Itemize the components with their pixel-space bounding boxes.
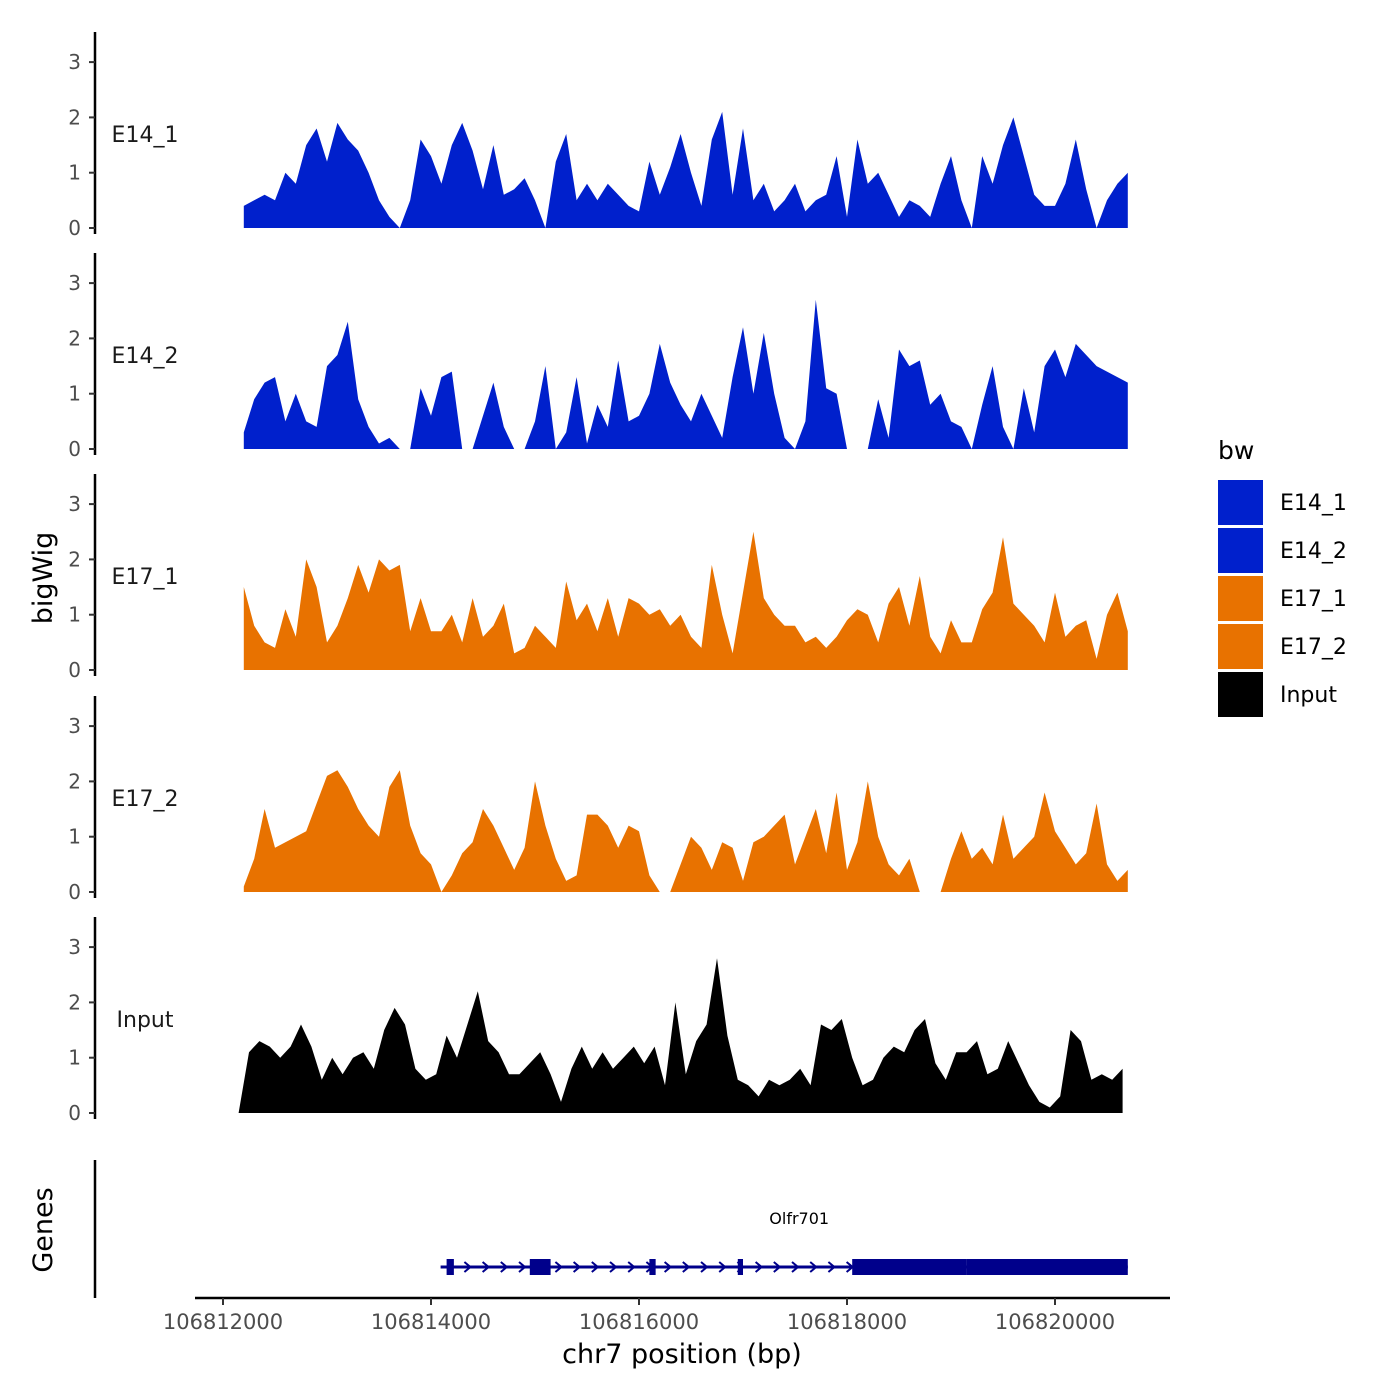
- y-tick-label: 1: [68, 1046, 81, 1070]
- track-label: Input: [117, 1008, 174, 1033]
- track-E17_2: 0 1 2 3 E17_2: [68, 696, 1128, 904]
- genes-axis-title: Genes: [28, 1187, 59, 1272]
- y-tick-label: 2: [68, 547, 81, 571]
- y-tick-label: 1: [68, 382, 81, 406]
- y-tick-label: 2: [68, 769, 81, 793]
- track-area-Input: [238, 958, 1123, 1113]
- legend-swatch-E17_2: [1218, 624, 1263, 669]
- legend-label: E14_1: [1280, 491, 1347, 516]
- y-tick-label: 0: [68, 437, 81, 461]
- y-tick-label: 1: [68, 161, 81, 185]
- x-tick-label: 106816000: [579, 1310, 699, 1334]
- legend-swatch-Input: [1218, 672, 1263, 717]
- track-E14_2: 0 1 2 3 E14_2: [68, 253, 1128, 461]
- strand-arrow: [791, 1261, 800, 1273]
- x-tick-label: 106814000: [371, 1310, 491, 1334]
- legend-label: E14_2: [1280, 539, 1347, 564]
- track-E17_1: 0 1 2 3 E17_1: [68, 474, 1128, 682]
- strand-arrow: [663, 1261, 673, 1273]
- y-tick-label: 1: [68, 825, 81, 849]
- y-axis-title: bigWig: [28, 532, 59, 625]
- strand-arrow: [591, 1261, 600, 1273]
- track-Input: 0 1 2 3 Input: [68, 917, 1123, 1125]
- y-tick-label: 3: [68, 50, 81, 74]
- strand-arrow: [554, 1261, 563, 1273]
- y-tick-label: 2: [68, 105, 81, 129]
- legend-title: bw: [1218, 436, 1254, 465]
- strand-arrow: [518, 1261, 527, 1273]
- gene-exon: [852, 1259, 967, 1275]
- track-E14_1: 0 1 2 3 E14_1: [68, 32, 1128, 240]
- track-label: E14_2: [112, 344, 179, 369]
- strand-arrow: [809, 1261, 818, 1273]
- y-tick-label: 1: [68, 603, 81, 627]
- y-tick-label: 2: [68, 990, 81, 1014]
- strand-arrow: [682, 1261, 691, 1273]
- track-label: E17_2: [112, 787, 179, 812]
- x-tick-label: 106812000: [163, 1310, 283, 1334]
- y-tick-label: 0: [68, 880, 81, 904]
- y-tick-label: 0: [68, 658, 81, 682]
- x-axis: 106812000 106814000 106816000 106818000 1068…: [163, 1296, 1170, 1334]
- legend: E14_1 E14_2 E17_1 E17_2 Input: [1218, 480, 1347, 717]
- y-tick-label: 0: [68, 1101, 81, 1125]
- gene-exon: [966, 1259, 1128, 1275]
- x-tick-label: 106818000: [787, 1310, 907, 1334]
- track-label: E17_1: [112, 565, 179, 590]
- strand-arrow: [500, 1261, 509, 1273]
- tracks-group: 0 1 2 3 E14_1 0 1 2 3 E14_2 0 1 2 3 E17_1 0 1 2 3 E17_2 0 1 2 3…: [68, 32, 1128, 1125]
- gene-exon: [446, 1259, 454, 1275]
- strand-arrow: [463, 1261, 472, 1273]
- x-tick-label: 106820000: [995, 1310, 1115, 1334]
- strand-arrow: [481, 1261, 491, 1273]
- legend-swatch-E14_1: [1218, 480, 1263, 525]
- y-tick-label: 3: [68, 271, 81, 295]
- legend-swatch-E14_2: [1218, 528, 1263, 573]
- y-tick-label: 0: [68, 216, 81, 240]
- track-area-E14_2: [243, 299, 1128, 449]
- track-area-E14_1: [243, 111, 1128, 228]
- strand-arrow: [609, 1261, 618, 1273]
- gene-exon: [649, 1259, 656, 1275]
- legend-swatch-E17_1: [1218, 576, 1263, 621]
- strand-arrow: [572, 1261, 582, 1273]
- track-label: E14_1: [112, 123, 179, 148]
- x-axis-title: chr7 position (bp): [562, 1339, 802, 1370]
- track-area-E17_2: [243, 770, 1128, 892]
- y-tick-label: 3: [68, 935, 81, 959]
- y-tick-label: 3: [68, 714, 81, 738]
- legend-label: E17_1: [1280, 587, 1347, 612]
- strand-arrow: [827, 1261, 836, 1273]
- gene-exon: [529, 1259, 551, 1275]
- strand-arrow: [718, 1261, 727, 1273]
- track-area-E17_1: [243, 531, 1128, 670]
- legend-label: E17_2: [1280, 635, 1347, 660]
- strand-arrow: [773, 1261, 782, 1273]
- strand-arrow: [700, 1261, 709, 1273]
- y-tick-label: 2: [68, 326, 81, 350]
- strand-arrow: [627, 1261, 636, 1273]
- y-tick-label: 3: [68, 492, 81, 516]
- gene-label: Olfr701: [769, 1209, 829, 1228]
- genes-panel: Olfr701: [93, 1160, 1128, 1298]
- gene-exon: [737, 1259, 743, 1275]
- legend-label: Input: [1280, 683, 1337, 708]
- strand-arrow: [754, 1261, 764, 1273]
